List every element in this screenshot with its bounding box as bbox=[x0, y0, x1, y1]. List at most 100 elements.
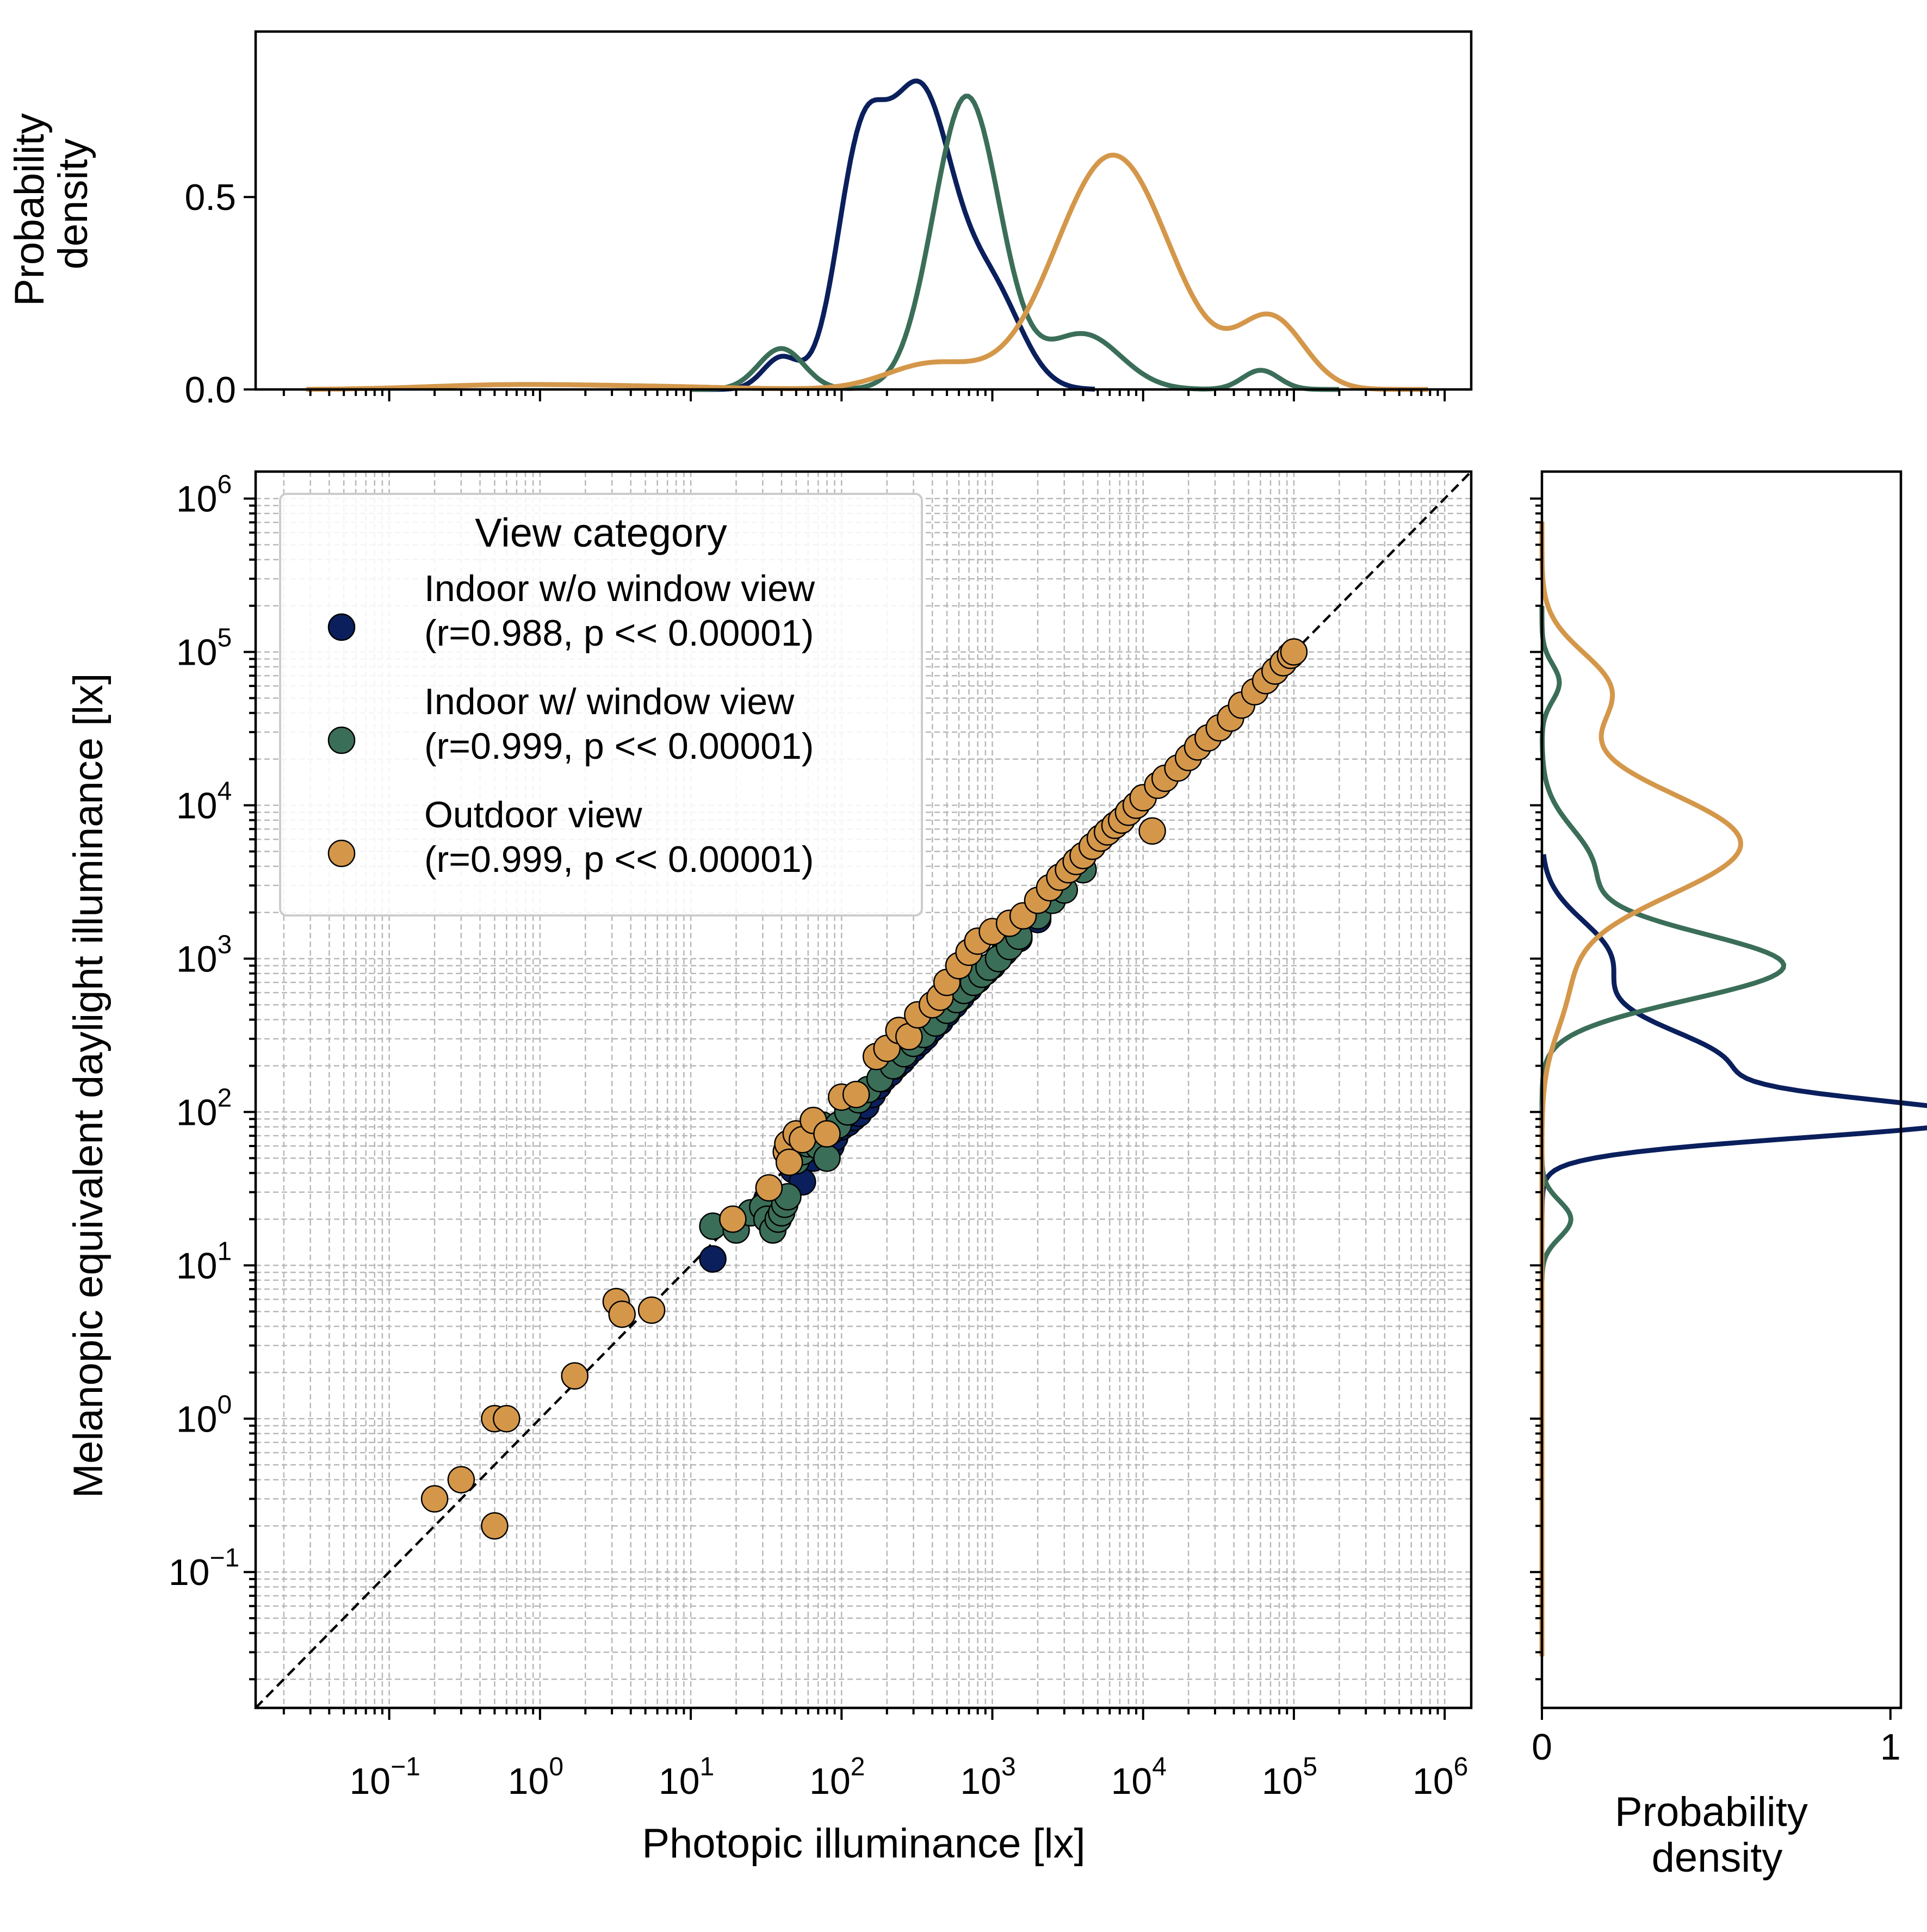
x-tick-label-exp: 0 bbox=[549, 1753, 563, 1781]
right-axes-frame bbox=[1540, 470, 1903, 1710]
top-kde-curve-1 bbox=[691, 94, 1340, 392]
legend-stats-1: (r=0.999, p << 0.00001) bbox=[424, 726, 814, 767]
legend-marker-1 bbox=[327, 726, 356, 754]
y-tick-label-base: 10 bbox=[176, 785, 218, 827]
right-x-label: Probability density bbox=[1615, 1789, 1819, 1881]
legend-label-2: Outdoor view bbox=[424, 794, 643, 835]
y-tick-label: 101 bbox=[176, 1237, 232, 1286]
right-x-label-line1: Probability bbox=[1615, 1789, 1808, 1835]
x-tick-label-base: 10 bbox=[809, 1761, 851, 1802]
x-tick-label-base: 10 bbox=[659, 1761, 700, 1802]
y-tick-label-exp: 6 bbox=[217, 470, 232, 499]
legend-marker-0 bbox=[327, 613, 356, 641]
main-axes-frame bbox=[254, 470, 1473, 1710]
series-points-2 bbox=[420, 638, 1308, 1540]
data-point bbox=[813, 1144, 841, 1172]
y-tick-label-exp: 1 bbox=[217, 1237, 232, 1266]
y-tick-label-base: 10 bbox=[176, 938, 218, 980]
x-tick-label-exp: 3 bbox=[1001, 1753, 1016, 1781]
axis-labels: Photopic illuminance [lx] Melanopic equi… bbox=[7, 102, 1819, 1881]
x-tick-label-base: 10 bbox=[960, 1761, 1001, 1802]
legend-box bbox=[279, 493, 923, 917]
x-tick-label: 106 bbox=[1412, 1753, 1468, 1802]
data-point bbox=[447, 1466, 475, 1494]
x-tick-label-base: 10 bbox=[349, 1761, 391, 1802]
data-point bbox=[608, 1300, 636, 1328]
x-tick-label: 104 bbox=[1111, 1753, 1167, 1802]
y-tick-label-base: 10 bbox=[176, 1245, 218, 1286]
y-tick-label: 106 bbox=[176, 470, 232, 520]
y-tick-label-base: 10 bbox=[176, 479, 218, 520]
legend-label-0: Indoor w/o window view bbox=[424, 568, 815, 609]
top-kde-curve-0 bbox=[691, 78, 1095, 392]
x-tick-label-exp: 1 bbox=[700, 1753, 715, 1781]
x-tick-label-exp: 2 bbox=[851, 1753, 865, 1781]
legend-marker-2 bbox=[327, 839, 356, 868]
x-tick-label: 10−1 bbox=[349, 1753, 420, 1802]
top-axes-frame bbox=[254, 30, 1473, 391]
y-tick-label: 103 bbox=[176, 930, 232, 980]
right-kde-curve-1 bbox=[1539, 606, 1787, 1281]
data-point bbox=[561, 1362, 588, 1390]
top-y-tick-label: 0.0 bbox=[184, 369, 236, 411]
y-tick-label: 105 bbox=[176, 624, 232, 673]
x-tick-label: 100 bbox=[508, 1753, 563, 1802]
x-tick-label: 103 bbox=[960, 1753, 1015, 1802]
top-y-tick-label: 0.5 bbox=[184, 177, 236, 218]
axes-frames bbox=[254, 30, 1903, 1710]
data-point bbox=[719, 1205, 747, 1233]
right-kde-curve-2 bbox=[1539, 521, 1743, 1657]
x-tick-label-exp: −1 bbox=[391, 1753, 420, 1781]
y-tick-label: 104 bbox=[176, 777, 232, 827]
right-kde-curve-0 bbox=[1539, 854, 1927, 1266]
y-tick-label-base: 10 bbox=[176, 1398, 218, 1440]
data-point bbox=[699, 1245, 727, 1273]
x-tick-label-base: 10 bbox=[1111, 1761, 1153, 1802]
data-point bbox=[842, 1081, 870, 1109]
x-tick-label-base: 10 bbox=[1262, 1761, 1303, 1802]
legend-title: View category bbox=[475, 510, 727, 555]
data-point bbox=[420, 1485, 449, 1513]
x-tick-label-base: 10 bbox=[1412, 1761, 1454, 1802]
data-point bbox=[1280, 638, 1308, 666]
x-tick-label: 102 bbox=[809, 1753, 865, 1802]
right-x-label-line2: density bbox=[1652, 1835, 1783, 1881]
top-marginal bbox=[306, 78, 1428, 392]
data-point bbox=[775, 1148, 803, 1176]
x-tick-label-exp: 5 bbox=[1303, 1753, 1317, 1781]
right-marginal bbox=[1539, 521, 1927, 1657]
data-point bbox=[481, 1512, 509, 1540]
data-point bbox=[1138, 817, 1166, 845]
y-tick-label-exp: 4 bbox=[217, 777, 232, 806]
right-x-tick-label: 0 bbox=[1532, 1726, 1552, 1768]
y-tick-label: 10−1 bbox=[169, 1544, 239, 1593]
y-tick-label-base: 10 bbox=[176, 1092, 218, 1133]
x-tick-label: 105 bbox=[1262, 1753, 1317, 1802]
data-point bbox=[813, 1120, 841, 1148]
x-tick-label-exp: 4 bbox=[1152, 1753, 1167, 1781]
y-tick-label-base: 10 bbox=[169, 1552, 210, 1593]
legend-stats-0: (r=0.988, p << 0.00001) bbox=[424, 612, 814, 654]
legend-stats-2: (r=0.999, p << 0.00001) bbox=[424, 839, 814, 880]
legend: View category Indoor w/o window view(r=0… bbox=[279, 493, 923, 917]
y-tick-label-exp: 5 bbox=[217, 624, 232, 653]
x-tick-label-exp: 6 bbox=[1454, 1753, 1469, 1781]
top-y-label-line2: density bbox=[50, 139, 96, 270]
top-kde-curve-2 bbox=[306, 152, 1428, 392]
x-tick-label: 101 bbox=[659, 1753, 714, 1802]
scatter-points bbox=[420, 638, 1308, 1540]
y-tick-label: 100 bbox=[176, 1390, 232, 1440]
data-point bbox=[755, 1174, 783, 1202]
top-y-label-line1: Probability bbox=[7, 113, 53, 306]
y-tick-label-exp: 3 bbox=[217, 930, 232, 959]
data-point bbox=[493, 1405, 521, 1433]
y-axis-label: Melanopic equivalent daylight illuminanc… bbox=[65, 673, 111, 1498]
y-tick-label-exp: 2 bbox=[217, 1083, 232, 1112]
top-y-label: Probability density bbox=[7, 102, 96, 306]
ticks: 10−1 100 101 102 103 104 105 10610−110010110210… bbox=[169, 177, 1901, 1802]
legend-items: Indoor w/o window view(r=0.988, p << 0.0… bbox=[327, 568, 815, 880]
y-tick-label-exp: −1 bbox=[209, 1544, 239, 1572]
right-x-tick-label: 1 bbox=[1880, 1726, 1901, 1768]
